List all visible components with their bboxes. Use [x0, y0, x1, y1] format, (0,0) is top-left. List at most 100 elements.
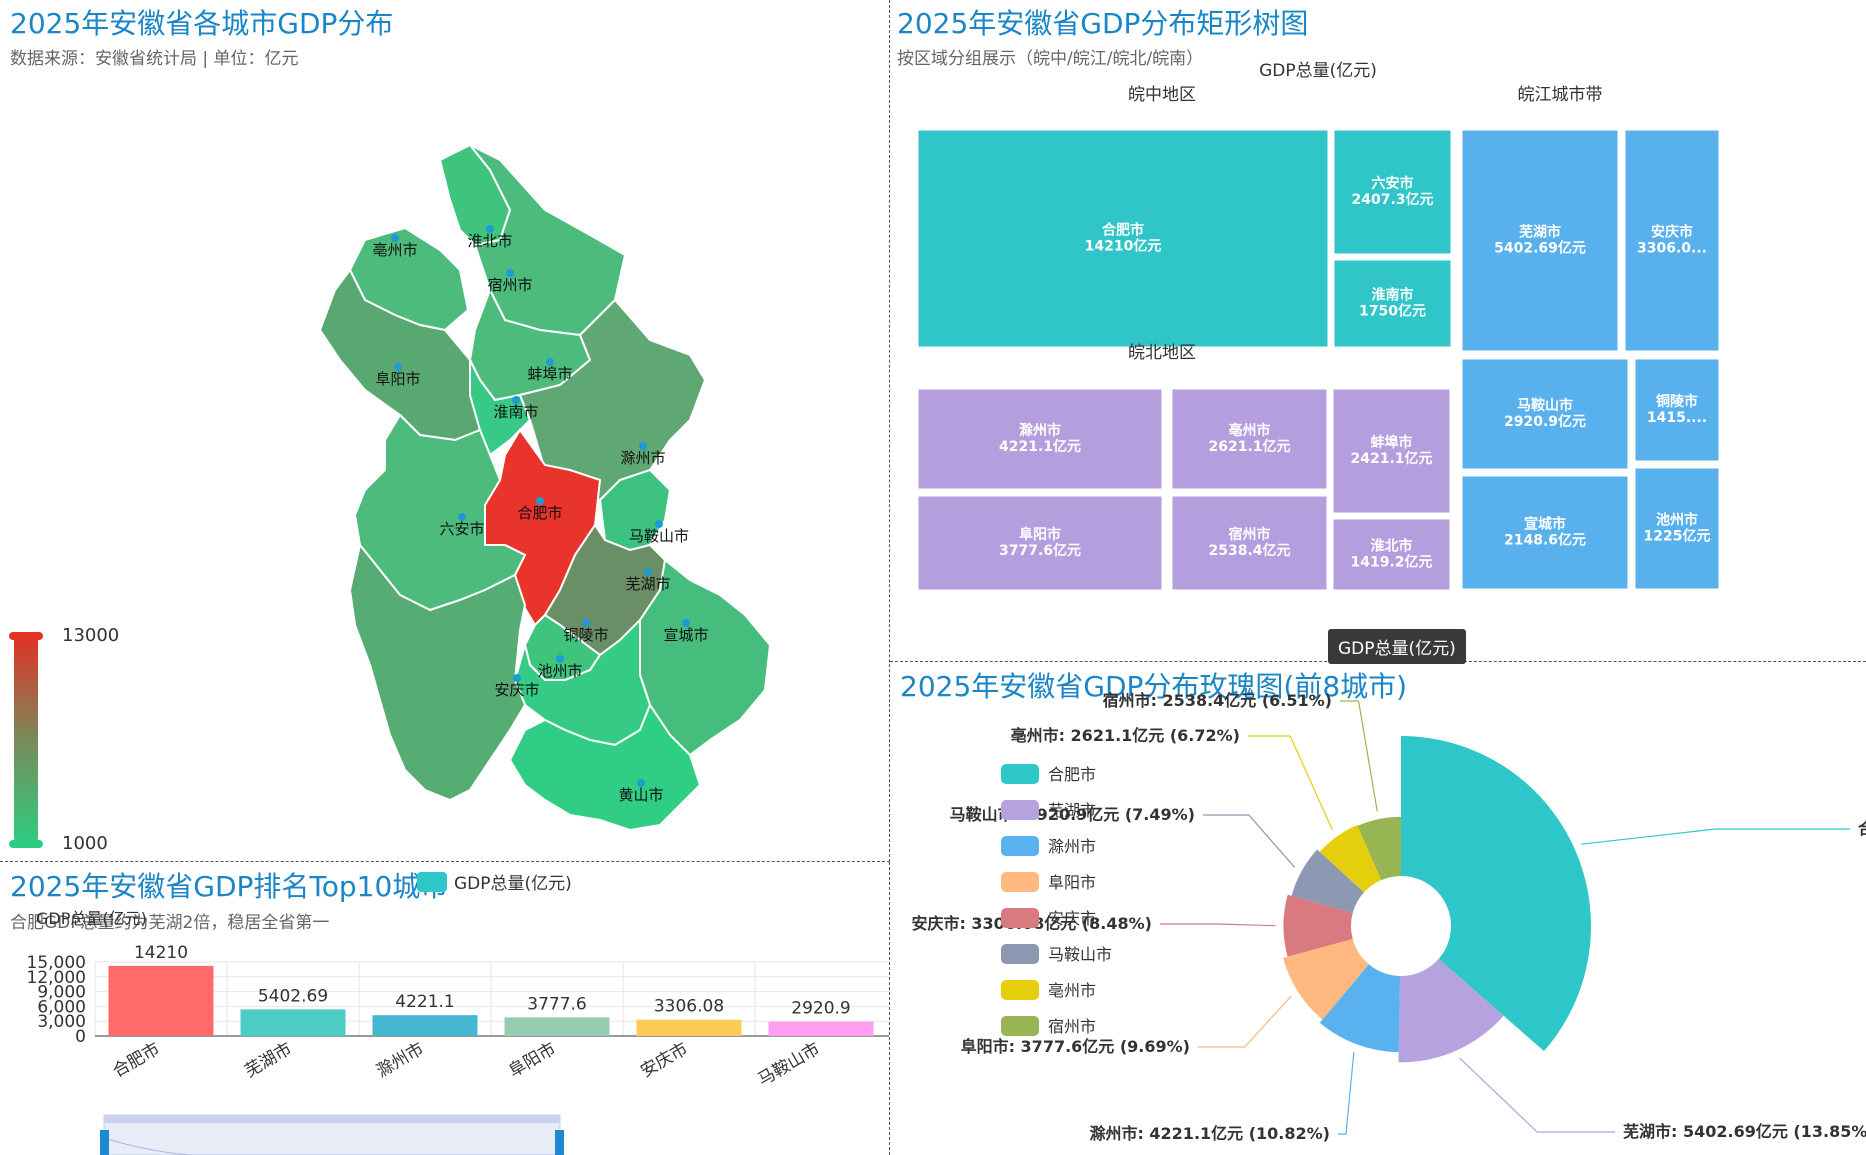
- visual-map-handle-top[interactable]: [9, 632, 43, 640]
- visual-map-handle-bottom[interactable]: [9, 840, 43, 848]
- bar[interactable]: [240, 1009, 346, 1036]
- rose-slice[interactable]: [1283, 939, 1369, 1020]
- treemap-cell[interactable]: [1634, 358, 1720, 462]
- treemap-cell-name: 安庆市: [1651, 224, 1693, 241]
- treemap-panel: 2025年安徽省GDP分布矩形树图 按区域分组展示（皖中/皖江/皖北/皖南） G…: [890, 0, 1866, 664]
- treemap-cell[interactable]: [1461, 475, 1629, 590]
- rose-legend-swatch[interactable]: [1001, 944, 1039, 964]
- rose-legend-label[interactable]: 滁州市: [1048, 837, 1096, 856]
- rose-slice[interactable]: [1401, 736, 1591, 1052]
- treemap-cell[interactable]: [1332, 388, 1451, 514]
- treemap-cell-name: 蚌埠市: [1371, 434, 1413, 451]
- bar-category-label: 滁州市: [373, 1039, 427, 1082]
- bar-datazoom[interactable]: [100, 1114, 564, 1155]
- rose-legend-swatch[interactable]: [1001, 908, 1039, 928]
- rose-slice[interactable]: [1357, 816, 1401, 881]
- rose-slice[interactable]: [1319, 824, 1382, 893]
- city-label: 池州市: [537, 662, 582, 680]
- bar-data-label: 3777.6: [527, 994, 586, 1014]
- bar-subtitle: 合肥GDP总量约为芜湖2倍，稳居全省第一: [10, 913, 330, 933]
- datazoom-handle-left[interactable]: [100, 1130, 109, 1155]
- bar-legend[interactable]: GDP总量(亿元): [417, 872, 572, 894]
- treemap-cell[interactable]: [1333, 259, 1452, 348]
- rose-legend-swatch[interactable]: [1001, 836, 1039, 856]
- city-dot: [536, 497, 544, 505]
- rose-legend-label[interactable]: 马鞍山市: [1048, 945, 1112, 964]
- treemap-cell-name: 亳州市: [1229, 422, 1271, 439]
- rose-slice[interactable]: [1291, 849, 1365, 913]
- treemap-cell-name: 淮南市: [1372, 287, 1414, 304]
- city-label: 安庆市: [494, 681, 539, 699]
- city-dot: [391, 234, 399, 242]
- rose-legend-label[interactable]: 亳州市: [1048, 981, 1096, 1000]
- rose-legend-label[interactable]: 宿州市: [1048, 1017, 1096, 1036]
- rose-leader-line: [1160, 923, 1276, 927]
- city-dot: [486, 225, 494, 233]
- datazoom-handle-right[interactable]: [555, 1130, 564, 1155]
- rose-legend-label[interactable]: 合肥市: [1048, 765, 1096, 784]
- rose-legend-swatch[interactable]: [1001, 764, 1039, 784]
- rose-leader-line: [1581, 828, 1850, 845]
- rose-legend-swatch[interactable]: [1001, 800, 1039, 820]
- bar[interactable]: [636, 1019, 742, 1036]
- treemap-cell-value: 5402.69亿元: [1494, 240, 1586, 257]
- bar-ytick-label: 3,000: [37, 1012, 86, 1032]
- region-chizhou[interactable]: [513, 617, 652, 747]
- city-label: 蚌埠市: [527, 365, 572, 383]
- bar-legend-label: GDP总量(亿元): [454, 874, 572, 894]
- rose-slice[interactable]: [1283, 894, 1353, 957]
- visual-map[interactable]: 13000 1000: [9, 625, 119, 854]
- treemap-cell[interactable]: [1624, 129, 1720, 352]
- rose-slice[interactable]: [1398, 958, 1504, 1063]
- treemap-title: 2025年安徽省GDP分布矩形树图: [897, 7, 1309, 40]
- datazoom-bar: [104, 1115, 560, 1123]
- rose-legend-swatch[interactable]: [1001, 980, 1039, 1000]
- rose-leader-line: [1198, 995, 1292, 1048]
- city-dot: [639, 442, 647, 450]
- rose-legend-swatch[interactable]: [1001, 872, 1039, 892]
- bar-panel: 2025年安徽省GDP排名Top10城市 合肥GDP总量约为芜湖2倍，稳居全省第…: [0, 862, 890, 1155]
- bar-category-label: 合肥市: [109, 1039, 163, 1082]
- bar[interactable]: [768, 1021, 874, 1036]
- treemap-cell-name: 宿州市: [1229, 526, 1271, 543]
- city-label: 芜湖市: [625, 575, 670, 593]
- treemap-cell[interactable]: [1171, 495, 1328, 591]
- treemap-cell[interactable]: [1332, 518, 1451, 591]
- treemap-cell[interactable]: [1634, 467, 1720, 590]
- rose-legend-swatch[interactable]: [1001, 1016, 1039, 1036]
- bar[interactable]: [372, 1015, 478, 1036]
- rose-legend-label[interactable]: 阜阳市: [1048, 873, 1096, 892]
- city-dot: [556, 655, 564, 663]
- bar[interactable]: [108, 965, 214, 1036]
- rose-legend-label[interactable]: 芜湖市: [1048, 801, 1096, 820]
- bar[interactable]: [504, 1017, 610, 1036]
- treemap-cell-name: 宣城市: [1524, 516, 1566, 533]
- city-label: 铜陵市: [563, 626, 608, 644]
- rose-legend-label[interactable]: 安庆市: [1048, 909, 1096, 928]
- treemap-cell[interactable]: [1333, 129, 1452, 255]
- visual-map-min-label: 1000: [62, 833, 108, 854]
- map-subtitle: 数据来源：安徽省统计局 | 单位：亿元: [10, 49, 299, 69]
- treemap-cell-value: 2148.6亿元: [1504, 532, 1586, 549]
- treemap-cell-value: 2621.1亿元: [1208, 438, 1290, 455]
- treemap-cell[interactable]: [917, 129, 1329, 348]
- rose-slice-label: 合肥市: 14210亿元 (36.44%): [1858, 819, 1866, 838]
- city-label: 宿州市: [487, 276, 532, 294]
- rose-slice[interactable]: [1319, 964, 1401, 1053]
- bar-ytick-label: 15,000: [27, 953, 86, 973]
- treemap-cell[interactable]: [1461, 358, 1629, 470]
- treemap-cell[interactable]: [917, 495, 1163, 591]
- treemap-cell[interactable]: [1461, 129, 1619, 352]
- city-dot: [655, 520, 663, 528]
- region-huangshan[interactable]: [508, 702, 702, 832]
- region-anqing[interactable]: [348, 542, 527, 802]
- rose-panel: 2025年安徽省GDP分布玫瑰图(前8城市) 合肥市: 14210亿元 (36.…: [890, 662, 1866, 1155]
- map-title: 2025年安徽省各城市GDP分布: [10, 7, 394, 40]
- treemap-cell[interactable]: [917, 388, 1163, 490]
- visual-map-max-label: 13000: [62, 625, 119, 646]
- rose-slice-label: 阜阳市: 3777.6亿元 (9.69%): [961, 1037, 1190, 1056]
- treemap-cell[interactable]: [1171, 388, 1328, 490]
